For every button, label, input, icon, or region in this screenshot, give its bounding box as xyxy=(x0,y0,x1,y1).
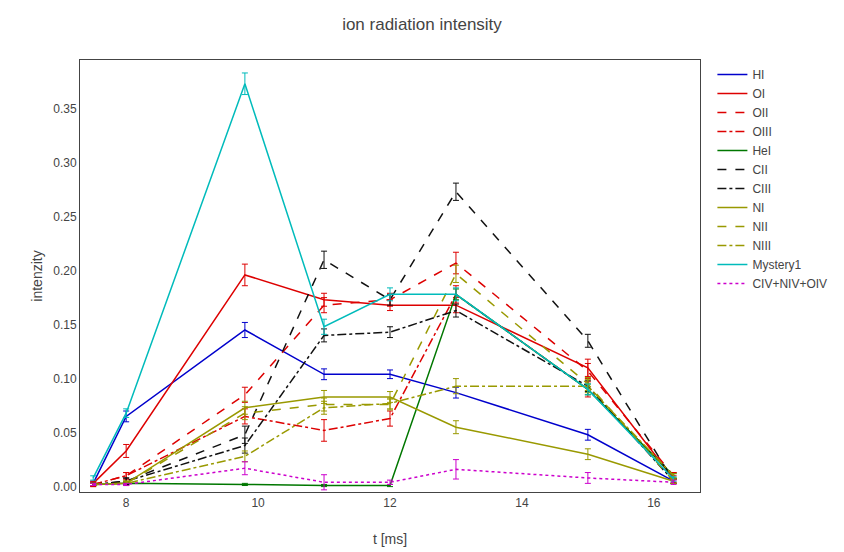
svg-text:NIII: NIII xyxy=(752,239,771,253)
svg-text:14: 14 xyxy=(515,496,529,510)
svg-text:OII: OII xyxy=(752,106,768,120)
svg-text:NI: NI xyxy=(752,201,764,215)
svg-text:ion radiation intensity: ion radiation intensity xyxy=(342,15,502,34)
svg-text:0.05: 0.05 xyxy=(53,426,77,440)
svg-text:OI: OI xyxy=(752,87,765,101)
svg-text:CIII: CIII xyxy=(752,182,771,196)
svg-text:OIII: OIII xyxy=(752,125,771,139)
svg-text:Mystery1: Mystery1 xyxy=(752,258,801,272)
svg-text:16: 16 xyxy=(647,496,661,510)
svg-text:0.30: 0.30 xyxy=(53,156,77,170)
svg-text:intenzity: intenzity xyxy=(29,250,45,301)
svg-text:0.00: 0.00 xyxy=(53,480,77,494)
svg-text:12: 12 xyxy=(383,496,397,510)
svg-text:0.25: 0.25 xyxy=(53,210,77,224)
svg-text:t [ms]: t [ms] xyxy=(373,531,407,547)
svg-text:0.15: 0.15 xyxy=(53,318,77,332)
svg-text:8: 8 xyxy=(123,496,130,510)
svg-text:0.35: 0.35 xyxy=(53,102,77,116)
svg-text:CII: CII xyxy=(752,163,767,177)
svg-text:0.10: 0.10 xyxy=(53,372,77,386)
svg-text:10: 10 xyxy=(251,496,265,510)
svg-text:CIV+NIV+OIV: CIV+NIV+OIV xyxy=(752,277,827,291)
svg-text:HeI: HeI xyxy=(752,144,771,158)
svg-text:NII: NII xyxy=(752,220,767,234)
svg-text:HI: HI xyxy=(752,68,764,82)
svg-text:0.20: 0.20 xyxy=(53,264,77,278)
